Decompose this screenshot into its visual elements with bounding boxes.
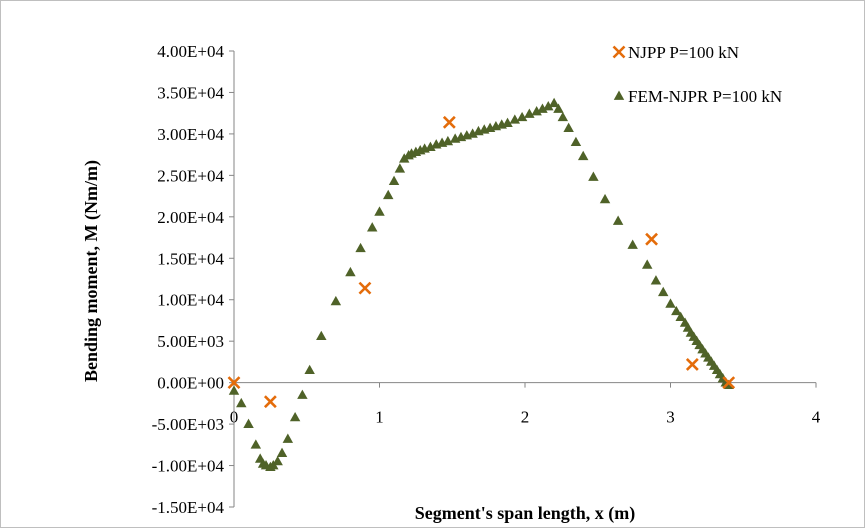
data-point-fem [548,97,560,108]
y-tick-label: 2.00E+04 [157,208,224,227]
y-tick-labels: 4.00E+04 3.50E+04 3.00E+04 2.50E+04 2.00E+04… [152,42,225,517]
data-point-fem [537,103,548,113]
data-point-fem [557,111,569,122]
data-point-fem [228,385,240,395]
axes [229,50,817,508]
data-point-fem [345,266,356,277]
y-tick-label: 2.50E+04 [157,166,224,185]
legend-triangle-mark [613,90,625,100]
x-tick-label: 2 [521,408,530,427]
y-tick-label: -1.00E+04 [152,457,225,476]
x-tick-label: 0 [230,408,239,427]
data-point-fem [671,305,682,316]
data-point-fem [524,108,535,118]
data-point-fem [570,136,582,147]
data-point-fem [355,242,366,253]
legend-x-mark [612,45,626,59]
data-point-njpp [263,395,277,409]
data-point-fem [531,106,542,116]
data-point-fem [509,114,521,124]
x-tick-label: 3 [666,408,675,427]
series-fem-njpr [228,97,734,472]
data-point-fem [236,397,247,408]
data-point-fem [297,389,308,399]
data-point-njpp [358,281,372,295]
y-tick-label: 0.00E+00 [157,374,224,393]
legend: NJPP P=100 kN FEM-NJPR P=100 kN [612,43,782,106]
data-point-fem [516,111,528,122]
data-point-fem [330,295,342,306]
data-point-fem [243,418,254,428]
data-point-fem [563,122,574,132]
legend-item-njpp: NJPP P=100 kN [612,43,739,62]
data-point-fem [641,259,653,269]
data-point-fem [272,455,283,466]
data-point-fem [675,311,686,321]
data-point-fem [282,433,294,443]
legend-marker-x-icon [612,45,626,59]
data-point-njpp [442,115,456,129]
data-point-fem [502,117,513,127]
y-tick-label: 3.00E+04 [157,125,224,144]
data-point-fem [467,128,478,138]
data-point-fem [612,215,624,225]
data-point-fem [367,222,378,232]
data-point-njpp [227,376,241,390]
data-point-fem [276,447,288,457]
data-point-fem [442,135,454,146]
data-point-fem [577,150,589,161]
x-tick-label: 4 [812,408,821,427]
y-tick-label: -5.00E+03 [152,415,224,434]
data-point-fem [543,101,554,111]
data-point-njpp [645,232,659,246]
data-point-fem [425,141,436,152]
data-point-fem [665,298,676,308]
y-tick-label: 3.50E+04 [157,83,224,102]
legend-item-fem: FEM-NJPR P=100 kN [613,87,782,106]
data-point-fem [394,163,406,173]
data-point-fem [383,189,394,200]
data-point-njpp [685,357,699,371]
data-point-fem [374,206,385,216]
legend-label-fem: FEM-NJPR P=100 kN [628,87,782,106]
y-tick-label: 5.00E+03 [157,332,224,351]
data-point-fem [250,439,262,449]
data-point-fem [316,330,327,341]
data-point-fem [304,364,315,375]
y-tick-label: 1.50E+04 [157,249,224,268]
data-point-fem [627,239,638,249]
y-tick-label: -1.50E+04 [152,498,225,517]
data-point-fem [588,171,599,181]
series-njpp [227,115,736,409]
data-point-njpp [722,376,736,390]
data-point-fem [289,411,301,422]
legend-label-njpp: NJPP P=100 kN [628,43,739,62]
data-point-fem [599,193,611,204]
y-tick-label: 4.00E+04 [157,42,224,61]
y-axis-title: Bending moment, M (Nm/m) [81,160,102,382]
data-point-fem [658,286,669,297]
x-tick-label: 1 [375,408,384,427]
y-tick-label: 1.00E+04 [157,291,224,310]
x-tick-labels: 0 1 2 3 4 [230,408,821,427]
data-point-fem [650,275,662,285]
x-axis-title: Segment's span length, x (m) [415,503,636,524]
data-point-fem [553,103,564,113]
data-point-fem [388,175,400,186]
legend-marker-triangle-icon [613,90,625,100]
